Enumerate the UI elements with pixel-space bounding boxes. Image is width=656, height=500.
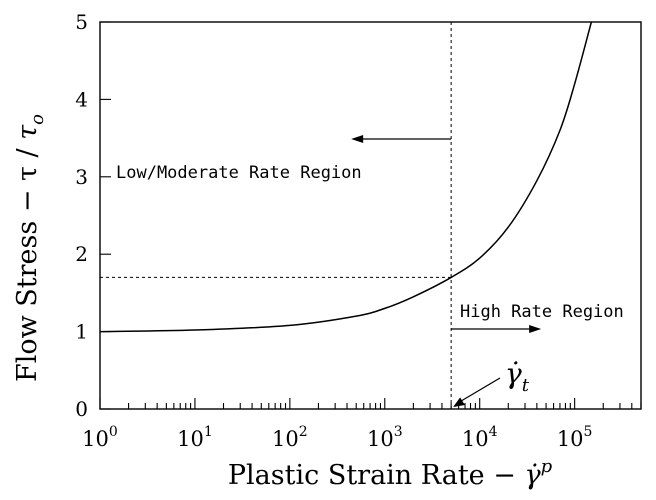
y-axis-label-symbol: τ <box>12 124 43 140</box>
x-axis-label-symbol: γ̇ <box>524 460 541 491</box>
x-tick-label-exponent: 1 <box>204 424 213 440</box>
x-tick-label: 102 <box>272 424 308 451</box>
y-axis-label-subscript: o <box>27 114 48 125</box>
x-tick-labels: 100 101 102 103 104 105 <box>82 424 592 451</box>
arrow-transition-rate-head <box>453 397 465 407</box>
arrow-high-region-head <box>529 325 542 333</box>
transition-rate-symbol: γ̇ <box>505 357 522 390</box>
x-tick-label: 101 <box>177 424 213 451</box>
x-axis-label-text: Plastic Strain Rate − <box>228 460 525 491</box>
x-tick-label-base: 10 <box>462 427 489 451</box>
y-tick-labels: 0 1 2 3 4 5 <box>75 10 88 421</box>
x-tick-label-exponent: 3 <box>394 424 403 440</box>
x-tick-label-exponent: 0 <box>109 424 118 440</box>
x-tick-label-exponent: 5 <box>584 424 593 440</box>
annotation-high-rate-region: High Rate Region <box>460 302 624 322</box>
x-axis-label-superscript: p <box>541 456 553 477</box>
x-tick-label: 104 <box>462 424 498 451</box>
plot-frame <box>99 21 642 410</box>
transition-rate-label: γ̇t <box>505 357 530 396</box>
transition-rate-subscript: t <box>522 375 530 396</box>
y-tick-label: 1 <box>75 320 88 344</box>
x-tick-label-base: 10 <box>557 427 584 451</box>
y-tick-label: 0 <box>75 397 88 421</box>
x-tick-label-exponent: 2 <box>299 424 308 440</box>
x-tick-label-base: 10 <box>272 427 299 451</box>
x-axis-label: Plastic Strain Rate − γ̇p <box>228 456 553 491</box>
y-tick-label: 2 <box>75 242 88 266</box>
x-tick-label: 103 <box>367 424 403 451</box>
x-tick-label-base: 10 <box>367 427 394 451</box>
arrow-low-region-head <box>351 135 364 143</box>
series-line-flow-stress <box>99 21 593 333</box>
x-tick-label-base: 10 <box>82 427 109 451</box>
y-axis-label: Flow Stress − τ / τo <box>12 114 48 382</box>
y-axis-label-text: Flow Stress − τ / <box>12 140 43 382</box>
axis-ticks <box>99 21 642 410</box>
x-tick-label-base: 10 <box>177 427 204 451</box>
y-tick-label: 5 <box>75 10 88 34</box>
x-tick-label: 100 <box>82 424 118 451</box>
arrow-transition-rate <box>460 377 501 402</box>
x-tick-label-exponent: 4 <box>489 424 498 440</box>
y-tick-label: 3 <box>75 165 88 189</box>
x-tick-label: 105 <box>557 424 593 451</box>
annotation-low-moderate-rate-region: Low/Moderate Rate Region <box>116 163 362 183</box>
y-tick-label: 4 <box>75 87 88 111</box>
